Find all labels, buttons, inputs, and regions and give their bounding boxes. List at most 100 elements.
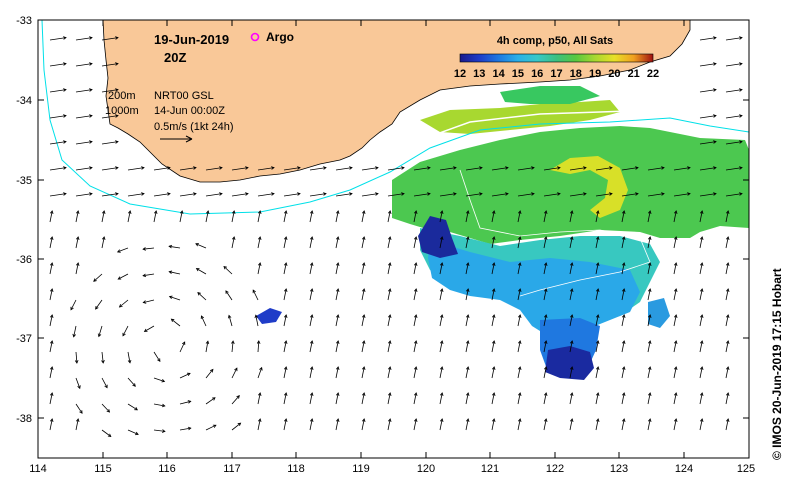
current-arrow-head xyxy=(557,192,561,196)
current-arrow xyxy=(699,193,717,197)
current-arrow-head xyxy=(725,392,730,397)
current-arrow xyxy=(231,367,238,379)
current-arrow-head xyxy=(517,340,522,345)
current-arrow xyxy=(361,262,365,275)
current-arrow-head xyxy=(297,192,301,196)
current-arrow-head xyxy=(387,236,392,241)
current-arrow-head xyxy=(227,314,232,319)
current-arrow xyxy=(491,366,495,379)
current-arrow xyxy=(335,314,339,327)
current-arrow-head xyxy=(349,166,353,170)
current-arrow-head xyxy=(245,192,249,196)
current-arrow-head xyxy=(465,340,470,345)
x-tick-label: 122 xyxy=(546,463,564,475)
current-arrow xyxy=(699,141,717,145)
current-arrow xyxy=(699,340,703,353)
x-tick-label: 121 xyxy=(481,463,499,475)
current-arrow xyxy=(143,299,155,303)
current-arrow-head xyxy=(595,392,600,397)
current-arrow-head xyxy=(161,429,166,433)
current-arrow xyxy=(699,37,717,41)
current-arrow-head xyxy=(569,210,574,215)
sst-patch-yellow xyxy=(550,156,628,218)
current-arrow xyxy=(283,167,301,171)
current-arrow xyxy=(283,262,287,275)
current-arrow xyxy=(595,236,599,249)
current-arrow xyxy=(491,340,495,353)
current-arrow xyxy=(647,288,651,301)
current-arrow xyxy=(127,167,145,171)
current-arrow-head xyxy=(739,140,743,144)
current-arrow xyxy=(673,262,677,275)
current-arrow xyxy=(153,429,165,432)
current-arrow xyxy=(647,193,665,197)
current-arrow xyxy=(595,314,599,327)
current-arrow-head xyxy=(713,36,717,40)
current-arrow-head xyxy=(97,333,102,338)
current-arrow xyxy=(75,210,79,223)
current-arrow-head xyxy=(257,418,262,423)
current-arrow-head xyxy=(465,366,470,371)
current-arrow-head xyxy=(132,383,136,387)
current-vectors xyxy=(49,36,743,437)
current-arrow xyxy=(595,210,599,223)
current-arrow-head xyxy=(661,166,665,170)
current-arrow xyxy=(543,418,547,431)
current-arrow xyxy=(647,392,651,405)
colorbar-tick-label: 20 xyxy=(608,68,620,80)
current-arrow xyxy=(725,392,729,405)
current-arrow-head xyxy=(569,340,574,345)
current-arrow xyxy=(621,210,625,223)
current-arrow-head xyxy=(713,62,717,66)
current-arrow-head xyxy=(595,210,600,215)
current-arrow-head xyxy=(115,166,119,170)
current-arrow-head xyxy=(212,424,217,428)
current-arrow-head xyxy=(583,166,587,170)
current-arrow-head xyxy=(142,273,147,278)
current-arrow-head xyxy=(63,36,67,40)
current-arrow-head xyxy=(197,292,201,296)
sst-patch-east-blue xyxy=(648,298,670,328)
x-tick-label: 124 xyxy=(675,463,693,475)
current-arrow xyxy=(361,392,365,405)
current-arrow-head xyxy=(309,366,314,371)
current-arrow-head xyxy=(195,243,199,247)
current-arrow xyxy=(153,403,165,407)
current-arrow xyxy=(413,167,431,171)
current-arrow xyxy=(127,210,131,223)
current-arrow-head xyxy=(583,192,587,196)
current-arrow xyxy=(101,429,112,437)
current-arrow xyxy=(49,288,53,301)
current-arrow-head xyxy=(115,192,119,196)
current-arrow-head xyxy=(387,392,392,397)
current-arrow xyxy=(699,63,717,67)
current-arrow-head xyxy=(361,418,366,423)
current-arrow xyxy=(621,288,625,301)
current-arrow-head xyxy=(413,288,418,293)
current-arrow xyxy=(491,236,495,249)
current-arrow xyxy=(309,167,327,171)
current-arrow-head xyxy=(595,236,600,241)
current-arrow-head xyxy=(465,262,470,267)
current-arrow-head xyxy=(89,166,93,170)
current-arrow xyxy=(231,341,234,353)
current-arrow-head xyxy=(89,88,93,92)
current-arrow-head xyxy=(621,340,626,345)
x-tick-label: 116 xyxy=(158,463,176,475)
current-arrow xyxy=(101,37,119,41)
current-arrow-head xyxy=(49,288,54,293)
current-arrow xyxy=(699,115,717,119)
current-arrow-head xyxy=(465,314,470,319)
current-arrow-head xyxy=(569,418,574,423)
current-arrow-head xyxy=(505,192,509,196)
current-arrow xyxy=(205,397,216,405)
current-arrow-head xyxy=(127,210,132,215)
current-arrow xyxy=(283,418,287,431)
current-arrow xyxy=(673,193,691,197)
current-arrow-head xyxy=(699,418,704,423)
current-arrow xyxy=(49,236,53,249)
current-arrow-head xyxy=(543,314,548,319)
current-arrow xyxy=(361,314,365,327)
current-arrow xyxy=(49,89,67,93)
current-arrow xyxy=(205,167,223,171)
